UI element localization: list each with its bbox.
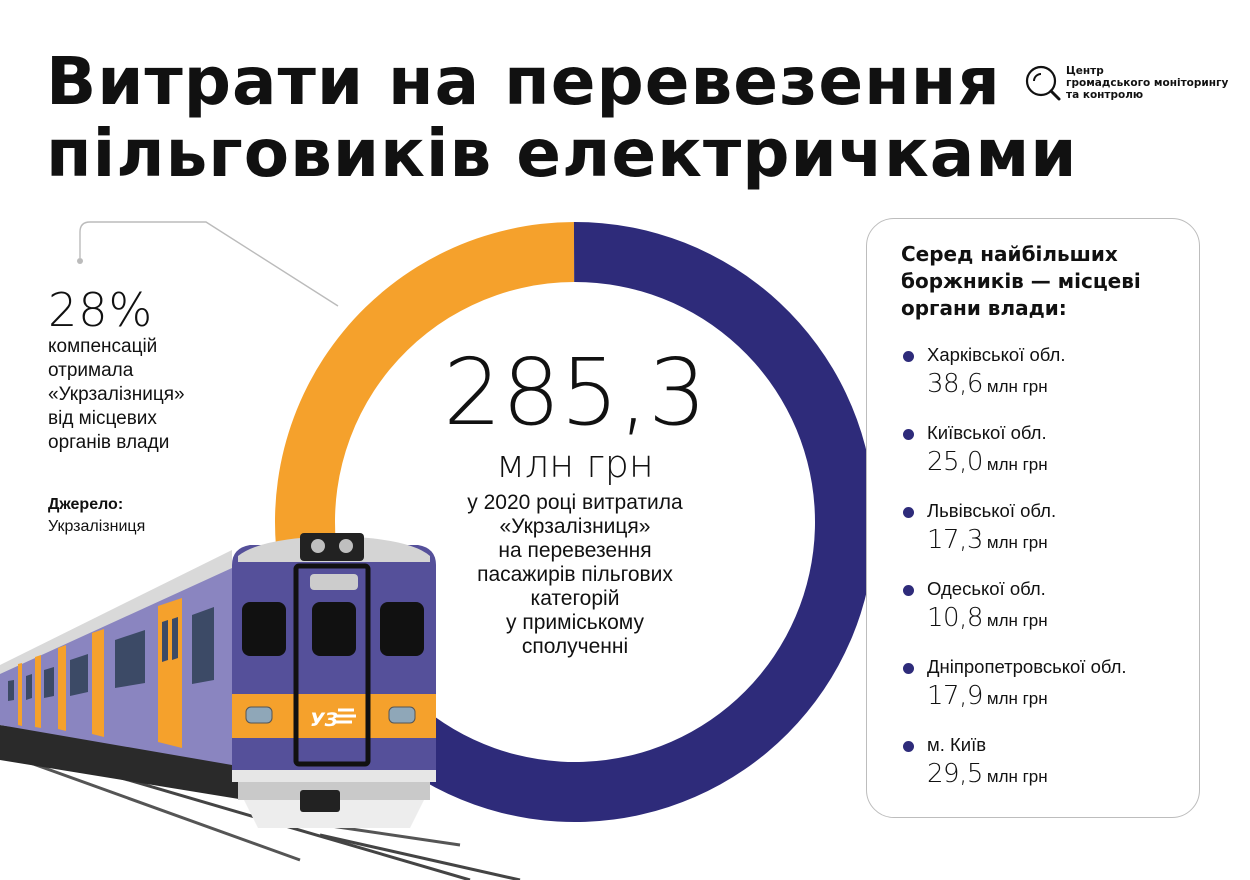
list-item: м. Київ 29,5 млн грн [901, 733, 1197, 811]
description-line: категорій [530, 587, 620, 610]
total-unit: млн грн [496, 442, 654, 486]
list-item: Львівської обл. 17,3 млн грн [901, 499, 1197, 577]
title-line-1: Витрати на перевезення [46, 43, 1001, 120]
heading-line: органи влади: [901, 296, 1067, 320]
train-lamp-right [388, 706, 416, 724]
debtors-panel: Серед найбільших боржників — місцеві орг… [866, 218, 1200, 818]
debt-unit: млн грн [986, 455, 1048, 474]
debt-unit: млн грн [986, 611, 1048, 630]
bullet-dot-icon [903, 351, 914, 362]
debt-value: 29,5 [927, 759, 983, 789]
debt-amount: 29,5 млн грн [927, 757, 1048, 791]
debt-amount: 17,9 млн грн [927, 679, 1048, 713]
list-item: Харківської обл. 38,6 млн грн [901, 343, 1197, 421]
region-name: м. Київ [927, 734, 987, 755]
svg-text:УЗ: УЗ [310, 709, 338, 731]
train-headlight-box [300, 533, 364, 561]
page-title: Витрати на перевезення пільговиків елект… [46, 46, 1078, 190]
source-note: Джерело: Укрзалізниця [48, 494, 145, 538]
callout-percent: 28% [48, 283, 154, 337]
source-value: Укрзалізниця [48, 518, 146, 535]
source-label: Джерело: [48, 496, 124, 513]
debtors-heading: Серед найбільших боржників — місцеві орг… [901, 241, 1191, 322]
debt-value: 17,9 [927, 681, 983, 711]
title-line-2: пільговиків електричками [46, 115, 1078, 192]
debtors-list: Харківської обл. 38,6 млн грн Київської о… [901, 343, 1197, 811]
debt-amount: 10,8 млн грн [927, 601, 1048, 635]
org-name: Центр громадського моніторингу та контро… [1066, 65, 1228, 101]
description-line: у приміському [506, 611, 644, 634]
pointer-line [79, 221, 339, 307]
debt-unit: млн грн [986, 377, 1048, 396]
headlight-icon [311, 539, 325, 553]
debt-amount: 17,3 млн грн [927, 523, 1048, 557]
org-name-line: громадського моніторингу [1066, 77, 1229, 89]
magnifier-logo-icon [1025, 65, 1061, 101]
debt-amount: 25,0 млн грн [927, 445, 1048, 479]
percent-callout: 28% компенсацій отримала «Укрзалізниця» … [48, 285, 268, 455]
train-coupler [300, 790, 340, 812]
train-undercarriage [0, 725, 245, 800]
train-roof [0, 550, 232, 674]
train-bumper [232, 770, 436, 782]
region-name: Дніпропетровської обл. [927, 656, 1127, 677]
train-lamp-left [245, 706, 273, 724]
debt-amount: 38,6 млн грн [927, 367, 1048, 401]
train-front-window-left [242, 602, 286, 656]
debt-value: 25,0 [927, 447, 983, 477]
callout-description: компенсацій отримала «Укрзалізниця» від … [48, 335, 268, 455]
description-line: «Укрзалізниця» [499, 515, 651, 538]
uz-logo-icon: УЗ [310, 708, 356, 731]
description-line: на перевезення [498, 539, 652, 562]
callout-line: від місцевих [48, 408, 157, 429]
bullet-dot-icon [903, 585, 914, 596]
org-logo: Центр громадського моніторингу та контро… [1024, 64, 1228, 104]
region-name: Одеської обл. [927, 578, 1046, 599]
region-name: Київської обл. [927, 422, 1047, 443]
heading-line: боржників — місцеві [901, 269, 1141, 293]
description-line: сполученні [521, 635, 629, 658]
bullet-dot-icon [903, 741, 914, 752]
donut-center-text: 285,3 млн грн у 2020 році витратила «Укр… [405, 345, 745, 659]
debt-unit: млн грн [986, 767, 1048, 786]
org-name-line: Центр [1066, 65, 1104, 77]
debt-unit: млн грн [986, 533, 1048, 552]
debt-unit: млн грн [986, 689, 1048, 708]
train-illustration: УЗ [0, 533, 521, 880]
callout-pointer [77, 221, 339, 307]
total-amount: 285,3 [443, 339, 707, 446]
train-plow [244, 800, 424, 828]
train-front-door [293, 563, 371, 767]
train-destination-display [310, 574, 358, 590]
debt-value: 10,8 [927, 603, 983, 633]
region-name: Львівської обл. [927, 500, 1057, 521]
bullet-dot-icon [903, 663, 914, 674]
list-item: Київської обл. 25,0 млн грн [901, 421, 1197, 499]
callout-line: компенсацій [48, 336, 158, 357]
bullet-dot-icon [903, 507, 914, 518]
region-name: Харківської обл. [927, 344, 1066, 365]
description-line: у 2020 році витратила [467, 491, 683, 514]
callout-line: «Укрзалізниця» [48, 384, 185, 405]
heading-line: Серед найбільших [901, 242, 1118, 266]
callout-line: отримала [48, 360, 134, 381]
train-front-window-right [380, 602, 424, 656]
train-side-windows [8, 607, 214, 701]
callout-line: органів влади [48, 432, 170, 453]
total-description: у 2020 році витратила «Укрзалізниця» на … [405, 491, 745, 659]
list-item: Одеської обл. 10,8 млн грн [901, 577, 1197, 655]
bullet-dot-icon [903, 429, 914, 440]
pointer-dot [77, 258, 83, 264]
train-front-window-center [312, 602, 356, 656]
debt-value: 38,6 [927, 369, 983, 399]
headlight-icon [339, 539, 353, 553]
debt-value: 17,3 [927, 525, 983, 555]
description-line: пасажирів пільгових [477, 563, 673, 586]
org-name-line: та контролю [1066, 89, 1144, 101]
list-item: Дніпропетровської обл. 17,9 млн грн [901, 655, 1197, 733]
